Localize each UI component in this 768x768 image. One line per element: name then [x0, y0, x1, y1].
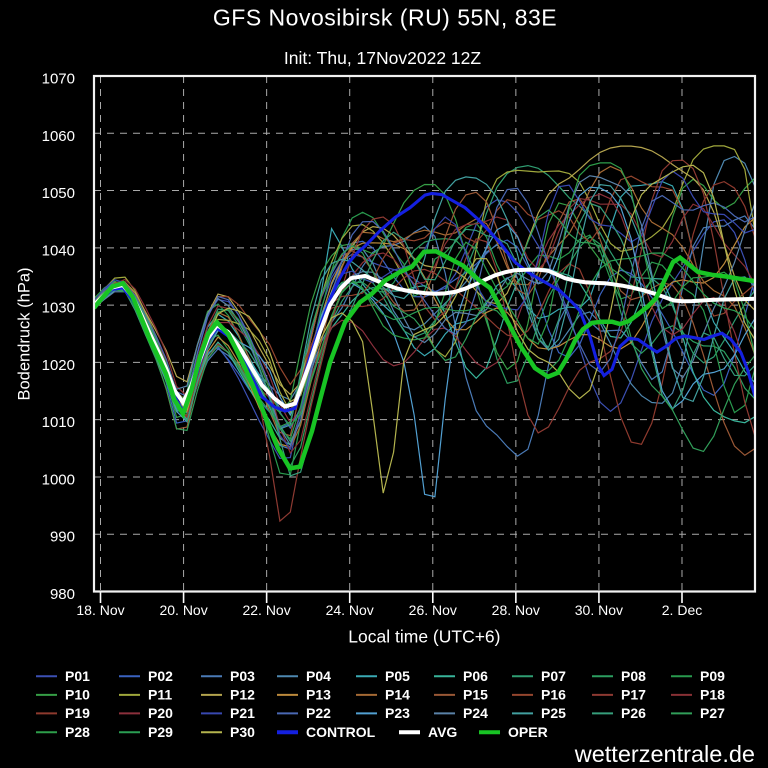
- svg-text:P12: P12: [230, 687, 255, 703]
- svg-text:AVG: AVG: [428, 724, 457, 740]
- svg-text:1070: 1070: [42, 71, 75, 88]
- svg-text:P08: P08: [621, 668, 646, 684]
- svg-text:P01: P01: [65, 668, 90, 684]
- svg-text:P13: P13: [306, 687, 331, 703]
- svg-text:1030: 1030: [42, 300, 75, 317]
- svg-text:1000: 1000: [42, 471, 75, 488]
- svg-text:2. Dec: 2. Dec: [662, 602, 702, 618]
- svg-text:OPER: OPER: [508, 724, 548, 740]
- svg-text:P27: P27: [700, 705, 725, 721]
- svg-text:P21: P21: [230, 705, 255, 721]
- svg-text:CONTROL: CONTROL: [306, 724, 376, 740]
- svg-text:P18: P18: [700, 687, 725, 703]
- svg-text:P10: P10: [65, 687, 90, 703]
- svg-text:1010: 1010: [42, 414, 75, 431]
- svg-text:P15: P15: [463, 687, 488, 703]
- svg-text:Init: Thu, 17Nov2022 12Z: Init: Thu, 17Nov2022 12Z: [284, 48, 481, 68]
- svg-text:1040: 1040: [42, 242, 75, 259]
- svg-text:P17: P17: [621, 687, 646, 703]
- svg-text:GFS Novosibirsk (RU) 55N, 83E: GFS Novosibirsk (RU) 55N, 83E: [213, 4, 557, 30]
- svg-text:P11: P11: [148, 687, 172, 703]
- svg-text:980: 980: [50, 586, 75, 603]
- svg-text:P06: P06: [463, 668, 488, 684]
- svg-text:Local time (UTC+6): Local time (UTC+6): [348, 626, 500, 646]
- svg-text:P23: P23: [385, 705, 410, 721]
- svg-text:P26: P26: [621, 705, 646, 721]
- svg-text:1050: 1050: [42, 185, 75, 202]
- svg-text:P02: P02: [148, 668, 173, 684]
- svg-text:990: 990: [50, 529, 75, 546]
- svg-text:P04: P04: [306, 668, 331, 684]
- svg-text:wetterzentrale.de: wetterzentrale.de: [574, 741, 755, 767]
- svg-text:1060: 1060: [42, 128, 75, 145]
- svg-text:P20: P20: [148, 705, 173, 721]
- svg-text:1020: 1020: [42, 357, 75, 374]
- svg-text:P16: P16: [541, 687, 566, 703]
- svg-text:P05: P05: [385, 668, 410, 684]
- svg-text:P25: P25: [541, 705, 566, 721]
- svg-text:24. Nov: 24. Nov: [326, 602, 374, 618]
- svg-text:P30: P30: [230, 724, 255, 740]
- svg-text:P28: P28: [65, 724, 90, 740]
- svg-text:P19: P19: [65, 705, 90, 721]
- svg-text:P22: P22: [306, 705, 331, 721]
- svg-text:P03: P03: [230, 668, 255, 684]
- svg-text:20. Nov: 20. Nov: [159, 602, 207, 618]
- svg-text:P29: P29: [148, 724, 173, 740]
- svg-text:P24: P24: [463, 705, 488, 721]
- svg-text:28. Nov: 28. Nov: [492, 602, 540, 618]
- svg-text:22. Nov: 22. Nov: [242, 602, 290, 618]
- svg-text:P09: P09: [700, 668, 725, 684]
- svg-text:26. Nov: 26. Nov: [409, 602, 457, 618]
- svg-text:P07: P07: [541, 668, 566, 684]
- svg-text:18. Nov: 18. Nov: [76, 602, 124, 618]
- svg-text:P14: P14: [385, 687, 410, 703]
- svg-text:Bodendruck (hPa): Bodendruck (hPa): [16, 268, 34, 401]
- svg-text:30. Nov: 30. Nov: [575, 602, 623, 618]
